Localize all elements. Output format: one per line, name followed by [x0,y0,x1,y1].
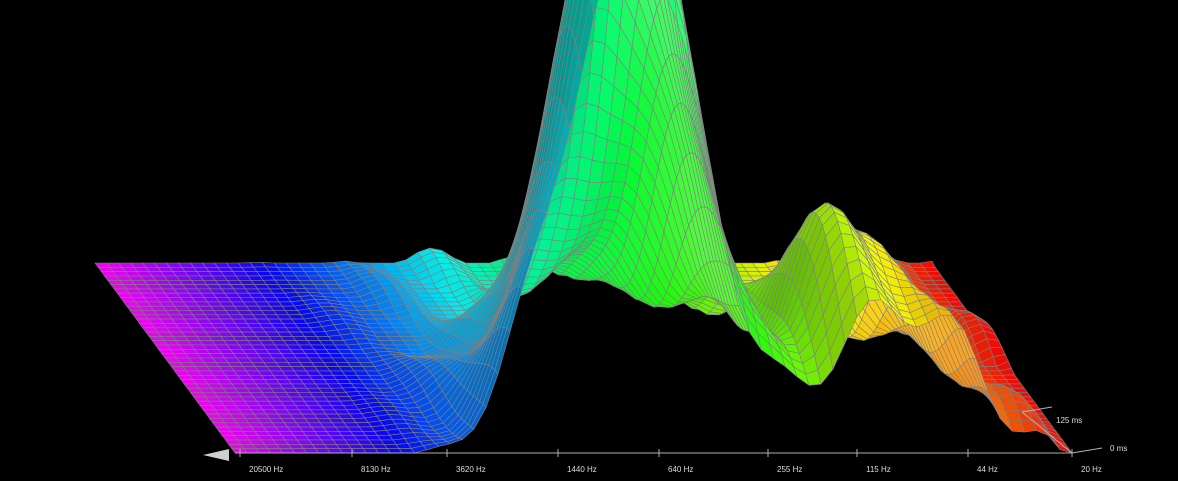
axes: 20500 Hz 8130 Hz 3620 Hz 1440 Hz 640 Hz 255 H… [203,406,1127,474]
frequency-ticks: 20500 Hz 8130 Hz 3620 Hz 1440 Hz 640 Hz 255 H… [239,449,1102,474]
frequency-tick-label: 44 Hz [977,465,998,474]
frequency-tick-label: 8130 Hz [361,465,391,474]
frequency-tick-label: 255 Hz [777,465,802,474]
frequency-tick-label: 20 Hz [1081,465,1102,474]
surface-cell [568,0,579,34]
time-tick-label: 125 ms [1056,416,1082,425]
time-ticks: 0 ms 125 ms [1021,406,1127,454]
frequency-tick-label: 640 Hz [668,465,693,474]
frequency-tick-label: 115 Hz [866,465,891,474]
time-axis-line [1021,411,1073,454]
axis-arrow-icon [203,449,229,461]
surface-cell [559,0,569,36]
time-tick-label: 0 ms [1110,444,1127,453]
surface-cell [590,0,599,17]
surface-cell [1056,444,1073,454]
frequency-tick-label: 3620 Hz [456,465,486,474]
frequency-tick-label: 1440 Hz [567,465,597,474]
surface-cell [565,0,575,27]
frequency-tick-label: 20500 Hz [249,465,283,474]
surface-cell [667,0,678,24]
time-tick [1021,406,1053,413]
surface-cell [919,260,936,268]
time-tick [1071,447,1103,454]
waterfall-surface [94,0,1073,454]
surface-cell [562,0,571,29]
surface-cell [578,0,595,74]
